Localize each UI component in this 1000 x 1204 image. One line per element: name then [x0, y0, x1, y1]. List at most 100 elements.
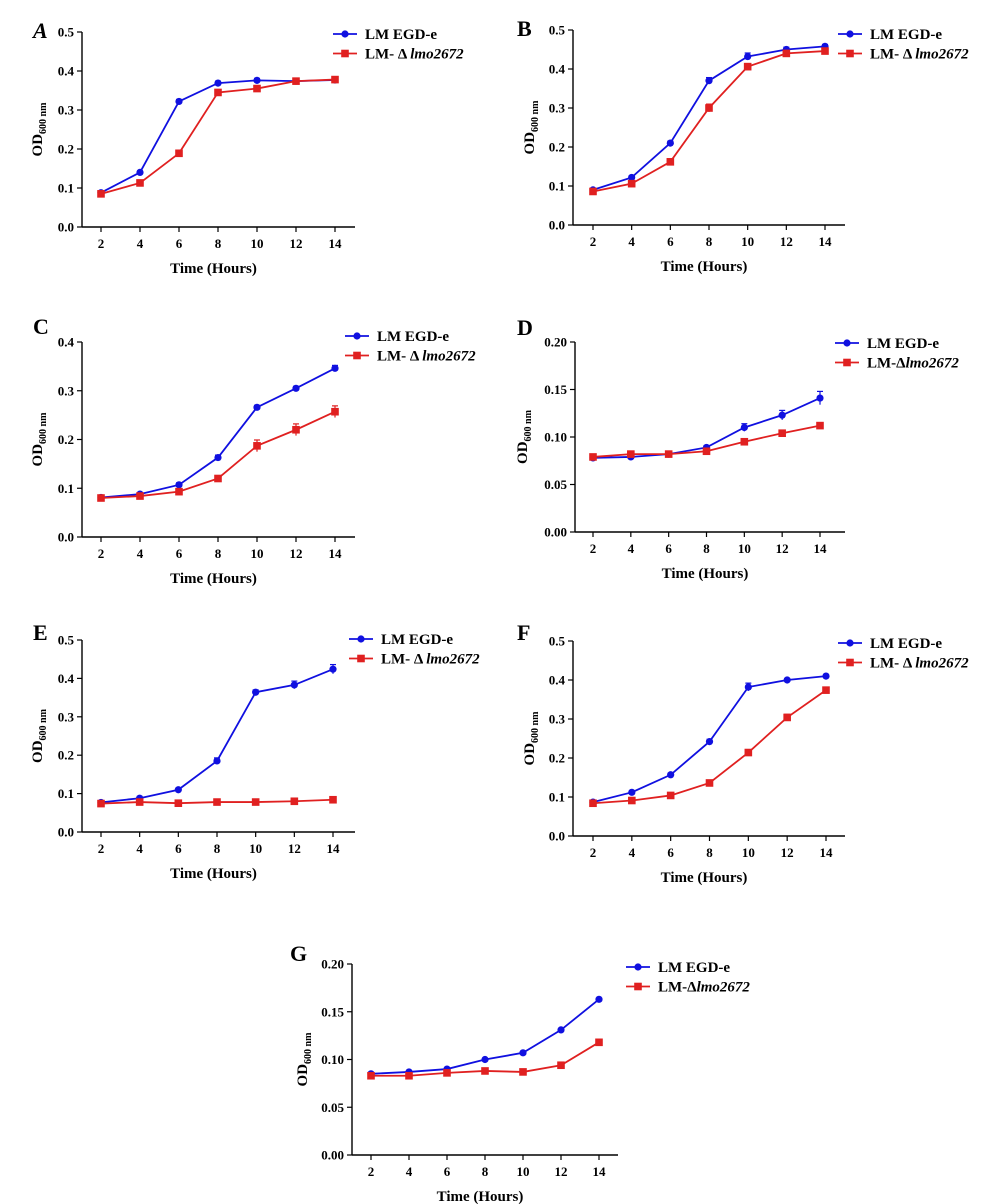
x-tick-label: 14 — [819, 234, 833, 249]
x-axis-title: Time (Hours) — [437, 1189, 524, 1204]
legend-entry: LM EGD-e — [381, 632, 453, 648]
data-point — [481, 1055, 489, 1064]
legend-swatch-marker — [341, 49, 349, 58]
data-point — [136, 492, 144, 500]
x-tick-label: 12 — [290, 236, 303, 251]
data-point — [816, 394, 824, 402]
legend-entry: LM- Δ lmo2672 — [870, 47, 969, 63]
x-tick-label: 12 — [780, 234, 793, 249]
x-tick-label: 6 — [176, 236, 183, 251]
series-mutant — [97, 795, 337, 808]
y-tick-label: 0.1 — [58, 481, 74, 496]
data-point — [705, 738, 714, 746]
legend-entry: LM- Δ lmo2672 — [381, 652, 480, 668]
data-point — [628, 796, 636, 805]
x-tick-label: 10 — [249, 841, 262, 856]
x-tick-label: 4 — [136, 841, 143, 856]
legend-swatch-marker — [357, 654, 365, 663]
series-mutant — [589, 47, 829, 196]
series-mutant — [589, 686, 830, 808]
data-point — [705, 104, 713, 112]
legend-swatch-marker — [843, 358, 851, 367]
data-point — [744, 52, 752, 61]
data-point — [740, 423, 748, 432]
data-point — [821, 47, 829, 55]
data-point — [627, 450, 635, 458]
data-point — [666, 158, 675, 166]
y-axis-title: OD600 nm — [522, 100, 541, 155]
y-tick-label: 0.00 — [321, 1148, 344, 1163]
y-axis-title-main: OD — [295, 1064, 311, 1087]
x-tick-label: 8 — [706, 234, 713, 249]
x-tick-label: 10 — [741, 234, 754, 249]
panel-f: F 0.0 0.1 0.2 0.3 0.4 0.5 2 4 6 8 10 12 14 Time (Hours… — [517, 620, 969, 886]
series-mutant — [97, 405, 339, 502]
data-point — [627, 179, 636, 188]
data-point — [135, 798, 144, 806]
x-tick-label: 8 — [703, 541, 710, 556]
data-point — [628, 788, 636, 796]
y-axis-title: OD600 nm — [30, 708, 49, 763]
data-point — [290, 797, 299, 806]
y-tick-label: 0.5 — [58, 633, 75, 648]
x-tick-label: 2 — [98, 546, 105, 561]
y-tick-label: 0.5 — [549, 23, 566, 38]
y-axis-title-sub: 600 nm — [38, 708, 49, 740]
data-point — [782, 49, 791, 58]
panel-label: G — [290, 941, 307, 966]
data-point — [778, 411, 786, 419]
x-tick-label: 12 — [288, 841, 301, 856]
x-tick-label: 14 — [329, 546, 343, 561]
y-axis-title-main: OD — [30, 740, 46, 763]
legend-entry-gene: lmo2672 — [697, 980, 751, 996]
legend-entry-text: LM- Δ — [381, 652, 426, 668]
data-point — [292, 425, 300, 434]
y-axis-title: OD600 nm — [522, 711, 541, 766]
data-point — [519, 1068, 527, 1076]
x-tick-label: 2 — [98, 841, 105, 856]
y-tick-label: 0.3 — [58, 383, 75, 398]
data-point — [174, 786, 182, 794]
data-point — [214, 453, 222, 462]
data-point — [175, 487, 183, 496]
legend-entry: LM EGD-e — [658, 960, 730, 976]
x-tick-label: 8 — [214, 841, 221, 856]
x-tick-label: 14 — [820, 845, 834, 860]
y-axis-title: OD600 nm — [30, 412, 49, 467]
y-axis-title-sub: 600 nm — [523, 409, 534, 441]
series-line — [100, 79, 336, 194]
y-axis-title-sub: 600 nm — [38, 412, 49, 444]
y-axis-title-sub: 600 nm — [530, 711, 541, 743]
legend-swatch-marker — [634, 963, 642, 971]
data-point — [740, 437, 749, 446]
legend-entry: LM EGD-e — [377, 329, 449, 345]
panel-label: F — [517, 620, 530, 645]
series-wild-type — [97, 663, 337, 807]
data-point — [557, 1026, 565, 1034]
y-axis-title: OD600 nm — [515, 409, 534, 464]
y-axis-title-sub: 600 nm — [303, 1032, 314, 1064]
y-tick-label: 0.4 — [58, 335, 75, 350]
data-point — [519, 1049, 527, 1057]
legend-entry-gene: lmo2672 — [915, 656, 969, 672]
x-tick-label: 2 — [590, 845, 597, 860]
y-tick-label: 0.1 — [549, 179, 565, 194]
series-wild-type — [367, 995, 603, 1078]
y-tick-label: 0.1 — [549, 790, 565, 805]
y-tick-label: 0.3 — [58, 103, 75, 118]
y-tick-label: 0.05 — [544, 477, 567, 492]
x-tick-label: 12 — [776, 541, 789, 556]
panel-label: D — [517, 315, 533, 340]
x-tick-label: 14 — [814, 541, 828, 556]
series-line — [100, 78, 336, 195]
data-point — [253, 84, 261, 93]
y-tick-label: 0.2 — [549, 140, 565, 155]
data-point — [783, 713, 791, 722]
panel-d: D 0.00 0.05 0.10 0.15 0.20 2 4 6 8 10 12 14 Time (Hou… — [515, 315, 959, 582]
x-axis-title: Time (Hours) — [170, 866, 257, 882]
y-axis-title-main: OD — [30, 444, 46, 467]
x-tick-label: 10 — [742, 845, 755, 860]
data-point — [331, 407, 339, 416]
x-tick-label: 6 — [176, 546, 183, 561]
